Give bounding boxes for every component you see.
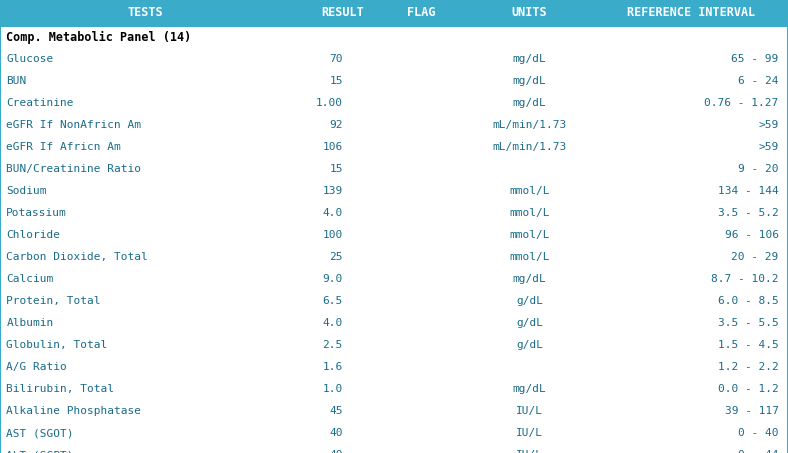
Text: 65 - 99: 65 - 99 bbox=[731, 54, 779, 64]
Text: 45: 45 bbox=[329, 406, 343, 416]
Text: eGFR If NonAfricn Am: eGFR If NonAfricn Am bbox=[6, 120, 141, 130]
Text: 20 - 29: 20 - 29 bbox=[731, 252, 779, 262]
Text: Protein, Total: Protein, Total bbox=[6, 296, 101, 306]
Text: mg/dL: mg/dL bbox=[513, 384, 546, 394]
Text: 3.5 - 5.5: 3.5 - 5.5 bbox=[718, 318, 779, 328]
Text: 15: 15 bbox=[329, 76, 343, 86]
Text: Bilirubin, Total: Bilirubin, Total bbox=[6, 384, 114, 394]
Text: 9 - 20: 9 - 20 bbox=[738, 164, 779, 174]
Text: 139: 139 bbox=[322, 186, 343, 196]
Text: Albumin: Albumin bbox=[6, 318, 54, 328]
Text: >59: >59 bbox=[758, 120, 779, 130]
Text: REFERENCE INTERVAL: REFERENCE INTERVAL bbox=[627, 6, 755, 19]
Text: 1.2 - 2.2: 1.2 - 2.2 bbox=[718, 362, 779, 372]
Text: Globulin, Total: Globulin, Total bbox=[6, 340, 107, 350]
Text: 6 - 24: 6 - 24 bbox=[738, 76, 779, 86]
Text: Calcium: Calcium bbox=[6, 274, 54, 284]
Text: 6.0 - 8.5: 6.0 - 8.5 bbox=[718, 296, 779, 306]
Text: g/dL: g/dL bbox=[516, 318, 543, 328]
Text: A/G Ratio: A/G Ratio bbox=[6, 362, 67, 372]
Text: 15: 15 bbox=[329, 164, 343, 174]
Text: 92: 92 bbox=[329, 120, 343, 130]
Text: IU/L: IU/L bbox=[516, 406, 543, 416]
Text: Comp. Metabolic Panel (14): Comp. Metabolic Panel (14) bbox=[6, 30, 191, 43]
Text: mg/dL: mg/dL bbox=[513, 98, 546, 108]
Text: 0.0 - 1.2: 0.0 - 1.2 bbox=[718, 384, 779, 394]
Text: 39 - 117: 39 - 117 bbox=[724, 406, 779, 416]
Text: 4.0: 4.0 bbox=[322, 318, 343, 328]
Text: 1.6: 1.6 bbox=[322, 362, 343, 372]
Text: 25: 25 bbox=[329, 252, 343, 262]
Text: 40: 40 bbox=[329, 428, 343, 438]
Text: AST (SGOT): AST (SGOT) bbox=[6, 428, 74, 438]
Text: BUN/Creatinine Ratio: BUN/Creatinine Ratio bbox=[6, 164, 141, 174]
Text: 100: 100 bbox=[322, 230, 343, 240]
Text: mL/min/1.73: mL/min/1.73 bbox=[492, 142, 567, 152]
Text: 40: 40 bbox=[329, 450, 343, 453]
Text: Sodium: Sodium bbox=[6, 186, 46, 196]
Text: BUN: BUN bbox=[6, 76, 27, 86]
Text: 134 - 144: 134 - 144 bbox=[718, 186, 779, 196]
Text: mL/min/1.73: mL/min/1.73 bbox=[492, 120, 567, 130]
Text: mmol/L: mmol/L bbox=[509, 230, 550, 240]
Text: 0 - 40: 0 - 40 bbox=[738, 428, 779, 438]
Text: 96 - 106: 96 - 106 bbox=[724, 230, 779, 240]
Text: 2.5: 2.5 bbox=[322, 340, 343, 350]
Text: 4.0: 4.0 bbox=[322, 208, 343, 218]
Text: Carbon Dioxide, Total: Carbon Dioxide, Total bbox=[6, 252, 148, 262]
Text: 9.0: 9.0 bbox=[322, 274, 343, 284]
Text: mg/dL: mg/dL bbox=[513, 274, 546, 284]
Text: TESTS: TESTS bbox=[128, 6, 164, 19]
Text: 70: 70 bbox=[329, 54, 343, 64]
Text: RESULT: RESULT bbox=[322, 6, 364, 19]
Text: 1.5 - 4.5: 1.5 - 4.5 bbox=[718, 340, 779, 350]
Text: eGFR If Africn Am: eGFR If Africn Am bbox=[6, 142, 121, 152]
Text: >59: >59 bbox=[758, 142, 779, 152]
Text: g/dL: g/dL bbox=[516, 340, 543, 350]
Text: 0 - 44: 0 - 44 bbox=[738, 450, 779, 453]
Text: 6.5: 6.5 bbox=[322, 296, 343, 306]
Text: ALT (SGPT): ALT (SGPT) bbox=[6, 450, 74, 453]
Text: Glucose: Glucose bbox=[6, 54, 54, 64]
Text: mmol/L: mmol/L bbox=[509, 186, 550, 196]
Text: UNITS: UNITS bbox=[511, 6, 548, 19]
Text: FLAG: FLAG bbox=[407, 6, 436, 19]
Text: Creatinine: Creatinine bbox=[6, 98, 74, 108]
Text: 3.5 - 5.2: 3.5 - 5.2 bbox=[718, 208, 779, 218]
Text: Chloride: Chloride bbox=[6, 230, 61, 240]
Bar bbox=[0, 0, 788, 26]
Text: 8.7 - 10.2: 8.7 - 10.2 bbox=[711, 274, 779, 284]
Text: mmol/L: mmol/L bbox=[509, 208, 550, 218]
Text: 0.76 - 1.27: 0.76 - 1.27 bbox=[704, 98, 779, 108]
Text: Alkaline Phosphatase: Alkaline Phosphatase bbox=[6, 406, 141, 416]
Text: mg/dL: mg/dL bbox=[513, 76, 546, 86]
Text: mg/dL: mg/dL bbox=[513, 54, 546, 64]
Text: 106: 106 bbox=[322, 142, 343, 152]
Text: mmol/L: mmol/L bbox=[509, 252, 550, 262]
Text: g/dL: g/dL bbox=[516, 296, 543, 306]
Text: IU/L: IU/L bbox=[516, 450, 543, 453]
Text: 1.00: 1.00 bbox=[316, 98, 343, 108]
Text: 1.0: 1.0 bbox=[322, 384, 343, 394]
Text: Potassium: Potassium bbox=[6, 208, 67, 218]
Text: IU/L: IU/L bbox=[516, 428, 543, 438]
